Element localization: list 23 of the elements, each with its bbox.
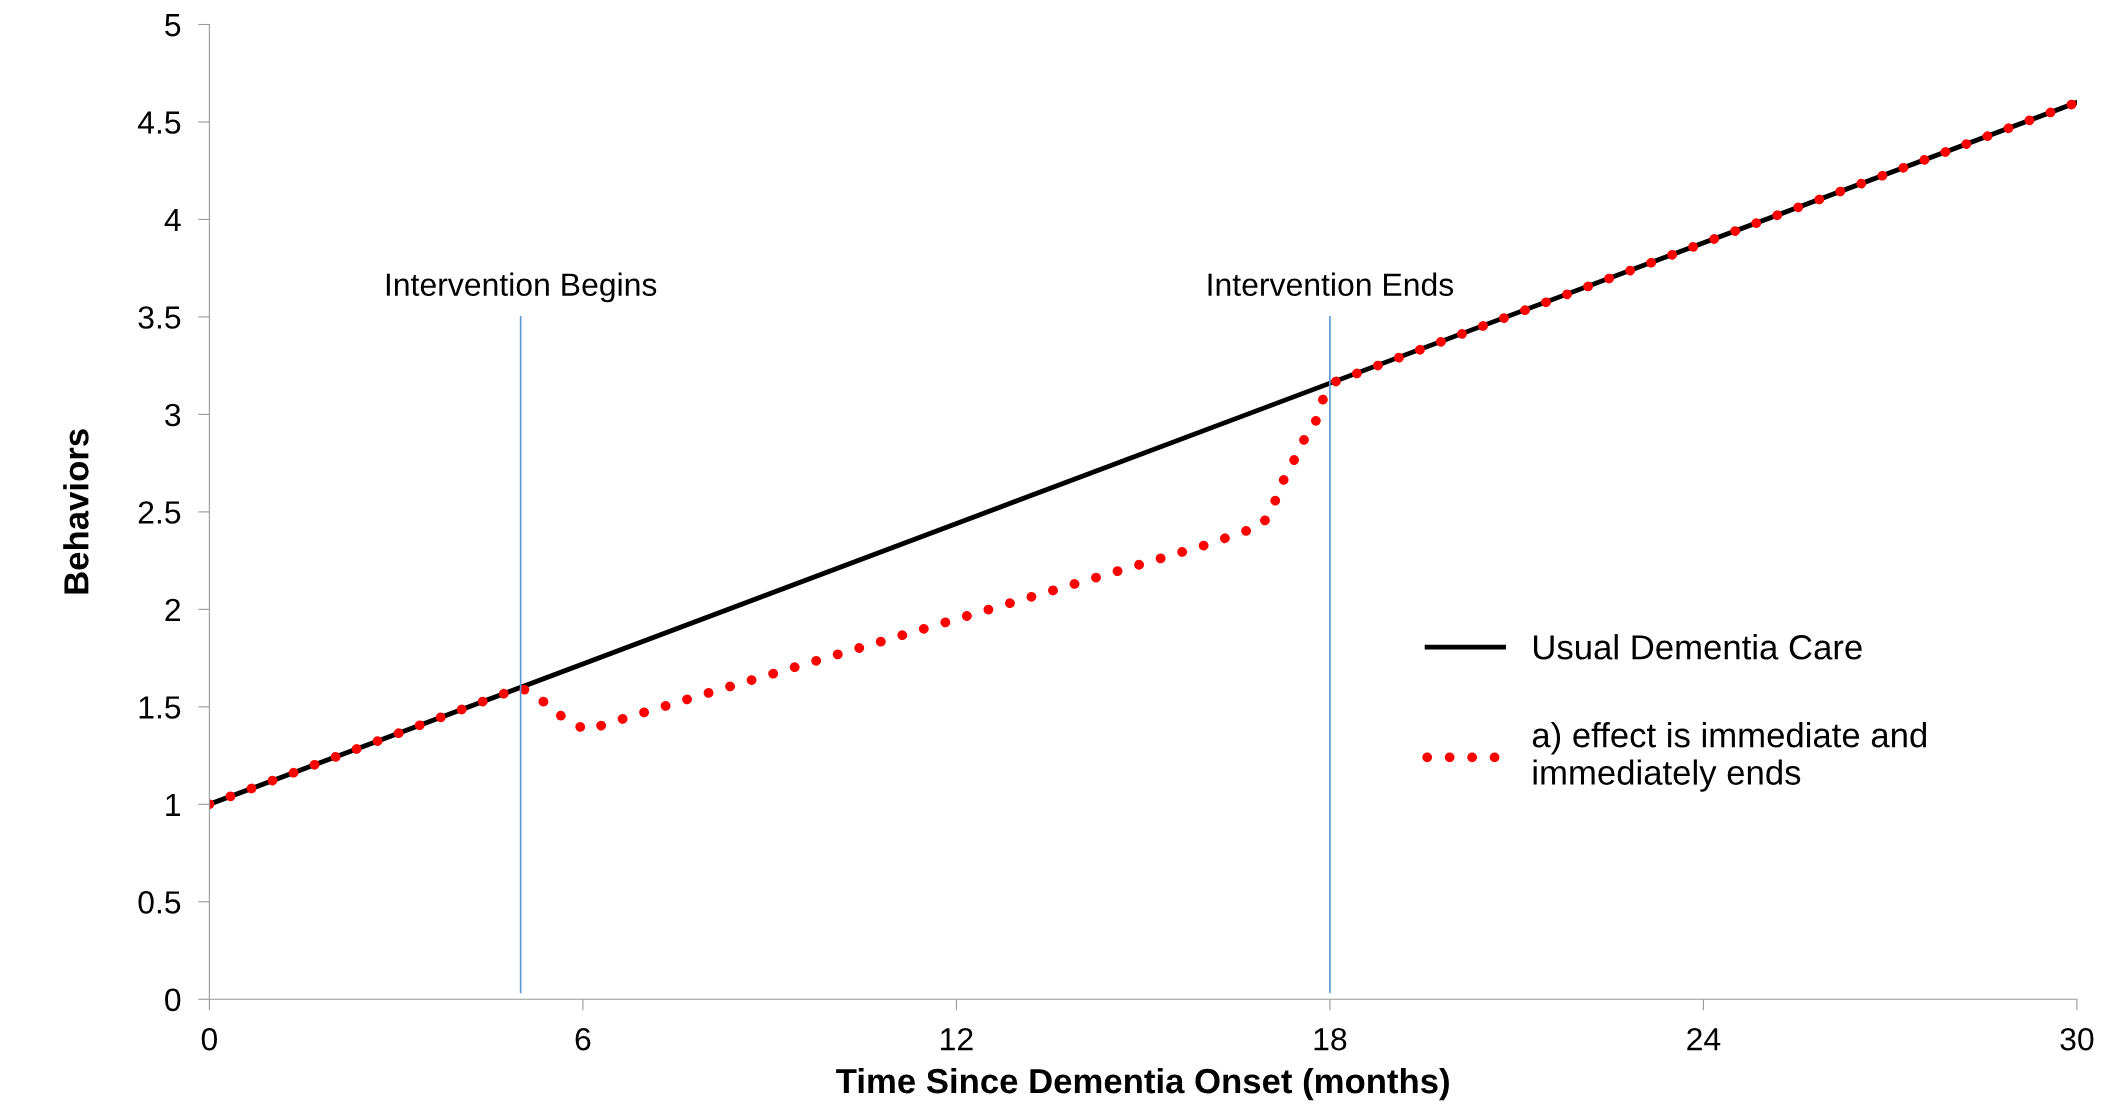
ref-line-label: Intervention Ends [1208,272,1454,296]
x-tick-label: 18 [1314,1027,1347,1051]
y-tick-label: 4.5 [137,111,181,134]
y-tick-label: 1 [166,793,181,816]
x-tick-label: 0 [201,1027,218,1051]
x-tick-label: 24 [1687,1027,1721,1051]
y-tick-label: 2 [165,598,181,621]
y-tick-label: 0.5 [138,891,181,914]
legend-label: Usual Dementia Care [1534,634,1862,660]
y-tick-label: 5 [165,14,181,37]
x-tick-label: 6 [575,1027,591,1051]
y-tick-label: 0 [165,988,181,1012]
y-tick-label: 3.5 [138,306,181,329]
y-tick-label: 2.5 [138,501,181,524]
legend-label: a) effect is immediate and immediately ends [1532,722,1927,792]
y-tick-label: 1.5 [139,696,181,719]
x-tick-label: 12 [941,1027,973,1051]
y-axis-title: Behaviors [63,429,89,594]
ref-line-label: Intervention Begins [386,272,657,303]
x-tick-label: 30 [2060,1027,2094,1051]
y-tick-label: 4 [164,209,181,232]
x-axis-title: Time Since Dementia Onset (months) [836,1067,1449,1101]
y-tick-label: 3 [165,403,181,427]
